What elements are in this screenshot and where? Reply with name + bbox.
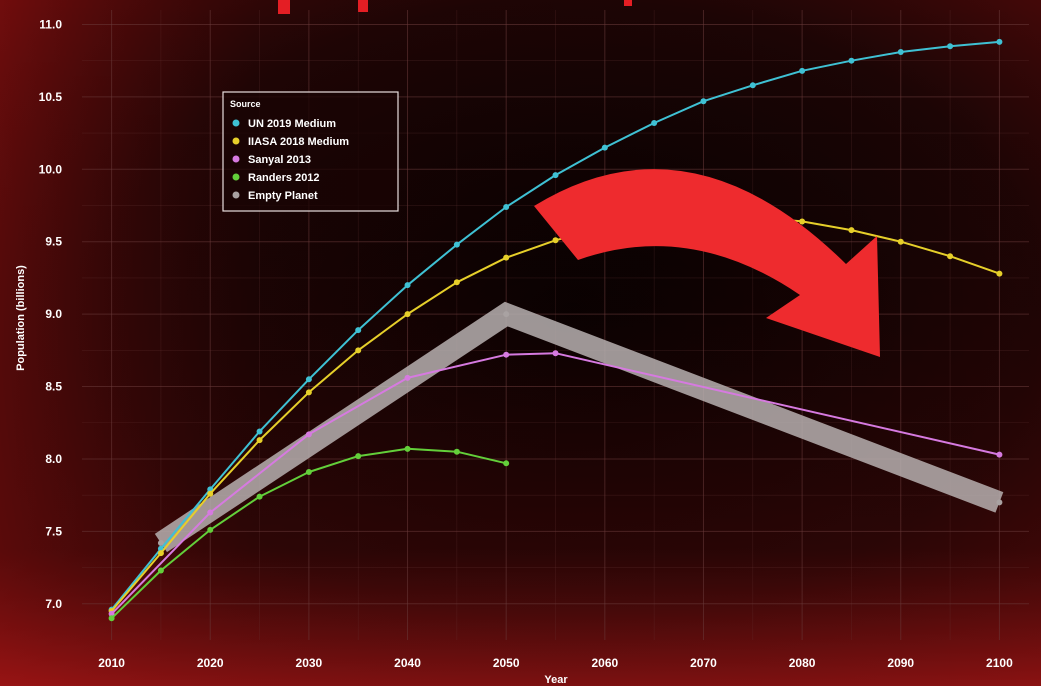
data-point	[305, 376, 312, 383]
y-tick-label: 7.5	[45, 524, 62, 538]
data-point	[947, 253, 954, 260]
legend-swatch	[232, 119, 240, 127]
data-point	[897, 238, 904, 245]
data-point	[256, 437, 263, 444]
top-red-mark	[624, 0, 632, 6]
legend-title: Source	[230, 99, 261, 109]
downturn-arrow-layer	[534, 169, 880, 357]
data-point	[355, 327, 362, 334]
data-point	[453, 279, 460, 286]
top-red-mark	[358, 0, 368, 12]
x-tick-label: 2060	[591, 656, 618, 670]
series-randers-2012	[108, 445, 510, 622]
data-point	[404, 282, 411, 289]
data-point	[996, 38, 1003, 45]
y-tick-label: 11.0	[39, 17, 62, 31]
y-axis-title: Population (billions)	[15, 265, 27, 371]
legend-entry: Empty Planet	[248, 190, 318, 202]
legend-swatch	[232, 173, 240, 181]
data-point	[799, 218, 806, 225]
y-tick-label: 9.5	[45, 235, 62, 249]
y-tick-label: 10.5	[39, 90, 63, 104]
axis-ticks: 2010 2020 2030 2040 2050 2060 2070 2080 2090 2100…	[39, 17, 1013, 670]
y-tick-label: 8.0	[45, 452, 62, 466]
data-point	[207, 526, 214, 533]
data-point	[848, 57, 855, 64]
x-axis-title: Year	[544, 674, 568, 686]
data-point	[355, 347, 362, 354]
x-tick-label: 2020	[197, 656, 224, 670]
x-tick-label: 2030	[296, 656, 323, 670]
empty-planet-band-layer	[154, 301, 1004, 553]
data-point	[552, 172, 559, 179]
data-point	[404, 311, 411, 318]
data-point	[503, 254, 510, 261]
data-point	[552, 237, 559, 244]
data-point	[552, 350, 559, 357]
legend-box	[222, 91, 399, 212]
data-point	[256, 493, 263, 500]
data-point	[601, 144, 608, 151]
series-sanyal-2013	[108, 350, 1003, 617]
series-empty-planet	[154, 301, 1004, 553]
data-point	[207, 490, 214, 497]
data-point	[996, 499, 1003, 506]
series-layer	[108, 38, 1003, 622]
data-point	[305, 389, 312, 396]
data-point	[157, 567, 164, 574]
data-point	[503, 203, 510, 210]
x-tick-label: 2090	[887, 656, 914, 670]
data-point	[996, 270, 1003, 277]
data-point	[305, 469, 312, 475]
data-point	[305, 431, 312, 438]
legend-entry: Sanyal 2013	[248, 154, 311, 166]
data-point	[355, 453, 362, 460]
legend-swatch	[232, 191, 240, 199]
data-point	[799, 67, 806, 74]
y-tick-label: 8.5	[45, 380, 62, 394]
legend-entry: Randers 2012	[248, 172, 320, 184]
x-tick-label: 2100	[986, 656, 1013, 670]
x-tick-label: 2070	[690, 656, 717, 670]
data-point	[108, 610, 115, 617]
data-point	[157, 539, 164, 546]
data-point	[947, 43, 954, 50]
data-point	[503, 351, 510, 358]
data-point	[256, 428, 263, 435]
x-tick-label: 2050	[493, 656, 520, 670]
data-point	[453, 448, 460, 455]
x-tick-label: 2040	[394, 656, 421, 670]
data-point	[897, 49, 904, 55]
data-point	[848, 227, 855, 234]
data-point	[651, 119, 658, 126]
x-tick-label: 2080	[789, 656, 816, 670]
legend: Source UN 2019 Medium IIASA 2018 Medium Sa…	[222, 91, 399, 212]
y-tick-label: 10.0	[39, 162, 63, 176]
legend-swatch	[232, 137, 240, 145]
data-point	[700, 98, 707, 105]
legend-entry: IIASA 2018 Medium	[248, 136, 349, 148]
y-tick-label: 7.0	[45, 597, 62, 611]
data-point	[503, 311, 510, 318]
downturn-arrow	[534, 169, 880, 357]
legend-entry: UN 2019 Medium	[248, 118, 336, 130]
data-point	[207, 509, 214, 516]
legend-swatch	[232, 155, 240, 163]
y-tick-label: 9.0	[45, 307, 62, 321]
data-point	[404, 374, 411, 381]
data-point	[453, 241, 460, 248]
top-red-mark	[278, 0, 290, 14]
x-tick-label: 2010	[98, 656, 125, 670]
data-point	[157, 550, 164, 557]
data-point	[749, 82, 756, 89]
data-point	[503, 460, 510, 467]
legend-items: UN 2019 Medium IIASA 2018 Medium Sanyal 20…	[232, 118, 349, 202]
data-point	[108, 615, 115, 622]
data-point	[996, 451, 1003, 458]
data-point	[404, 445, 411, 452]
